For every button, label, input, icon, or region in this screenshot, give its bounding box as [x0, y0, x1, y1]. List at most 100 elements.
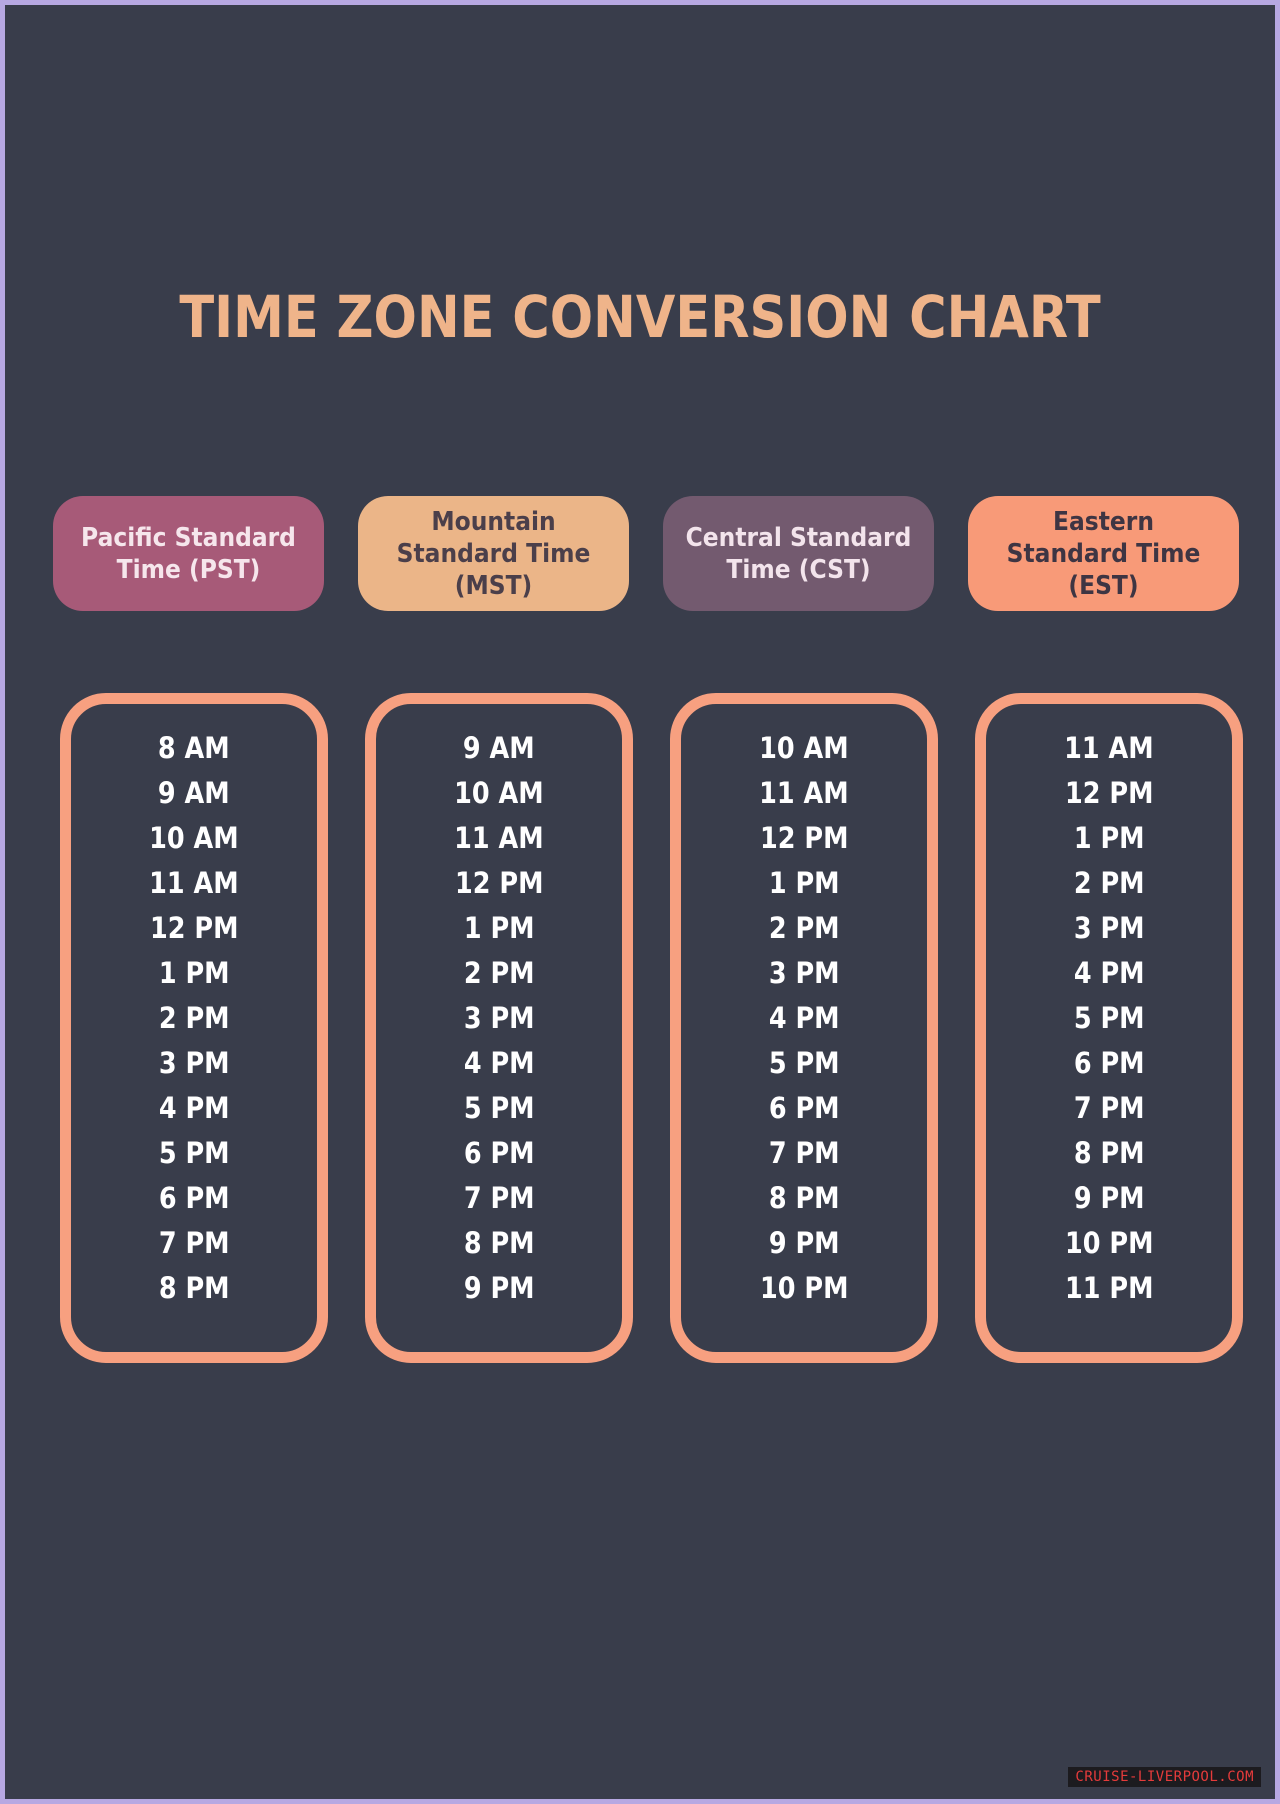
time-label: 3 PM — [158, 1046, 230, 1080]
time-item-cst: 10 AM — [681, 726, 927, 771]
time-item-cst: 12 PM — [681, 816, 927, 861]
time-label: 7 PM — [158, 1226, 230, 1260]
header-pst: Pacific Standard Time (PST) — [53, 496, 324, 611]
time-label: 10 AM — [759, 731, 849, 765]
time-item-est: 12 PM — [986, 771, 1232, 816]
time-item-cst: 1 PM — [681, 861, 927, 906]
time-item-pst: 12 PM — [71, 906, 317, 951]
times-list-mst: 9 AM 10 AM 11 AM 12 PM 1 PM 2 PM 3 PM 4 PM 5 PM 6… — [376, 726, 622, 1311]
times-box-pst: 8 AM 9 AM 10 AM 11 AM 12 PM 1 PM 2 PM 3 PM 4 PM 5… — [60, 693, 328, 1363]
time-label: 1 PM — [768, 866, 840, 900]
time-label: 11 AM — [454, 821, 544, 855]
time-label: 1 PM — [158, 956, 230, 990]
time-item-pst: 1 PM — [71, 951, 317, 996]
times-list-pst: 8 AM 9 AM 10 AM 11 AM 12 PM 1 PM 2 PM 3 PM 4 PM 5… — [71, 726, 317, 1311]
time-item-cst: 9 PM — [681, 1221, 927, 1266]
time-label: 11 AM — [1064, 731, 1154, 765]
time-item-cst: 6 PM — [681, 1086, 927, 1131]
times-box-est: 11 AM 12 PM 1 PM 2 PM 3 PM 4 PM 5 PM 6 PM 7 PM 8 … — [975, 693, 1243, 1363]
time-item-est: 5 PM — [986, 996, 1232, 1041]
time-item-mst: 6 PM — [376, 1131, 622, 1176]
time-item-mst: 10 AM — [376, 771, 622, 816]
time-label: 8 PM — [463, 1226, 535, 1260]
time-label: 8 PM — [158, 1271, 230, 1305]
time-item-mst: 11 AM — [376, 816, 622, 861]
times-box-cst: 10 AM 11 AM 12 PM 1 PM 2 PM 3 PM 4 PM 5 PM 6 PM 7… — [670, 693, 938, 1363]
header-est: Eastern Standard Time (EST) — [968, 496, 1239, 611]
time-item-pst: 8 PM — [71, 1266, 317, 1311]
time-item-pst: 3 PM — [71, 1041, 317, 1086]
time-item-est: 3 PM — [986, 906, 1232, 951]
header-pst-label: Pacific Standard Time (PST) — [81, 522, 296, 585]
page-title: TIME ZONE CONVERSION CHART — [179, 283, 1101, 351]
time-item-cst: 10 PM — [681, 1266, 927, 1311]
time-label: 6 PM — [1073, 1046, 1145, 1080]
time-label: 12 PM — [759, 821, 849, 855]
time-item-mst: 3 PM — [376, 996, 622, 1041]
watermark: CRUISE-LIVERPOOL.COM — [1068, 1767, 1261, 1787]
time-item-mst: 5 PM — [376, 1086, 622, 1131]
time-label: 10 PM — [759, 1271, 849, 1305]
header-cst: Central Standard Time (CST) — [663, 496, 934, 611]
time-label: 12 PM — [1064, 776, 1154, 810]
time-label: 7 PM — [1073, 1091, 1145, 1125]
time-item-est: 11 PM — [986, 1266, 1232, 1311]
time-label: 4 PM — [158, 1091, 230, 1125]
time-label: 3 PM — [768, 956, 840, 990]
times-list-cst: 10 AM 11 AM 12 PM 1 PM 2 PM 3 PM 4 PM 5 PM 6 PM 7… — [681, 726, 927, 1311]
time-label: 8 PM — [768, 1181, 840, 1215]
time-label: 3 PM — [463, 1001, 535, 1035]
time-item-est: 4 PM — [986, 951, 1232, 996]
time-item-mst: 1 PM — [376, 906, 622, 951]
time-item-cst: 2 PM — [681, 906, 927, 951]
time-label: 9 PM — [463, 1271, 535, 1305]
time-label: 2 PM — [768, 911, 840, 945]
time-label: 9 PM — [1073, 1181, 1145, 1215]
time-label: 5 PM — [463, 1091, 535, 1125]
time-item-mst: 9 AM — [376, 726, 622, 771]
time-item-cst: 7 PM — [681, 1131, 927, 1176]
time-item-est: 7 PM — [986, 1086, 1232, 1131]
time-label: 2 PM — [1073, 866, 1145, 900]
time-item-est: 9 PM — [986, 1176, 1232, 1221]
time-item-cst: 3 PM — [681, 951, 927, 996]
time-label: 7 PM — [768, 1136, 840, 1170]
time-item-est: 1 PM — [986, 816, 1232, 861]
header-cst-label: Central Standard Time (CST) — [685, 522, 912, 585]
time-label: 1 PM — [1073, 821, 1145, 855]
time-item-cst: 4 PM — [681, 996, 927, 1041]
time-item-pst: 8 AM — [71, 726, 317, 771]
time-label: 11 PM — [1064, 1271, 1154, 1305]
time-item-mst: 4 PM — [376, 1041, 622, 1086]
time-label: 5 PM — [1073, 1001, 1145, 1035]
time-item-est: 2 PM — [986, 861, 1232, 906]
times-list-est: 11 AM 12 PM 1 PM 2 PM 3 PM 4 PM 5 PM 6 PM 7 PM 8 … — [986, 726, 1232, 1311]
time-label: 10 PM — [1064, 1226, 1154, 1260]
time-label: 10 AM — [454, 776, 544, 810]
time-item-pst: 10 AM — [71, 816, 317, 861]
header-est-label: Eastern Standard Time (EST) — [1006, 506, 1201, 601]
time-item-mst: 7 PM — [376, 1176, 622, 1221]
time-label: 8 PM — [1073, 1136, 1145, 1170]
time-label: 2 PM — [158, 1001, 230, 1035]
time-item-est: 11 AM — [986, 726, 1232, 771]
time-item-pst: 9 AM — [71, 771, 317, 816]
times-box-mst: 9 AM 10 AM 11 AM 12 PM 1 PM 2 PM 3 PM 4 PM 5 PM 6… — [365, 693, 633, 1363]
time-label: 1 PM — [463, 911, 535, 945]
time-label: 4 PM — [768, 1001, 840, 1035]
time-label: 9 AM — [158, 776, 230, 810]
time-item-est: 10 PM — [986, 1221, 1232, 1266]
time-item-mst: 8 PM — [376, 1221, 622, 1266]
time-label: 2 PM — [463, 956, 535, 990]
time-label: 9 PM — [768, 1226, 840, 1260]
time-label: 4 PM — [1073, 956, 1145, 990]
time-label: 5 PM — [158, 1136, 230, 1170]
time-label: 10 AM — [149, 821, 239, 855]
time-label: 6 PM — [768, 1091, 840, 1125]
time-item-mst: 9 PM — [376, 1266, 622, 1311]
time-item-pst: 7 PM — [71, 1221, 317, 1266]
time-item-mst: 12 PM — [376, 861, 622, 906]
time-item-cst: 5 PM — [681, 1041, 927, 1086]
time-label: 11 AM — [149, 866, 239, 900]
header-mst-label: Mountain Standard Time (MST) — [396, 506, 591, 601]
